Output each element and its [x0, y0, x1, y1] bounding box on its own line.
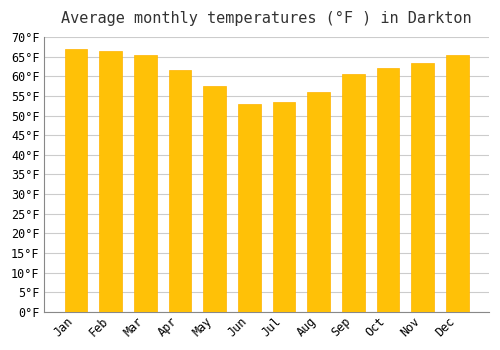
Bar — [377, 68, 400, 312]
Bar — [238, 104, 260, 312]
Bar — [412, 63, 434, 312]
Bar — [64, 49, 87, 312]
Bar — [100, 51, 122, 312]
Title: Average monthly temperatures (°F ) in Darkton: Average monthly temperatures (°F ) in Da… — [62, 11, 472, 26]
Bar — [446, 55, 468, 312]
Bar — [168, 70, 192, 312]
Bar — [134, 55, 156, 312]
Bar — [308, 92, 330, 312]
Bar — [342, 74, 364, 312]
Bar — [204, 86, 226, 312]
Bar — [272, 102, 295, 312]
